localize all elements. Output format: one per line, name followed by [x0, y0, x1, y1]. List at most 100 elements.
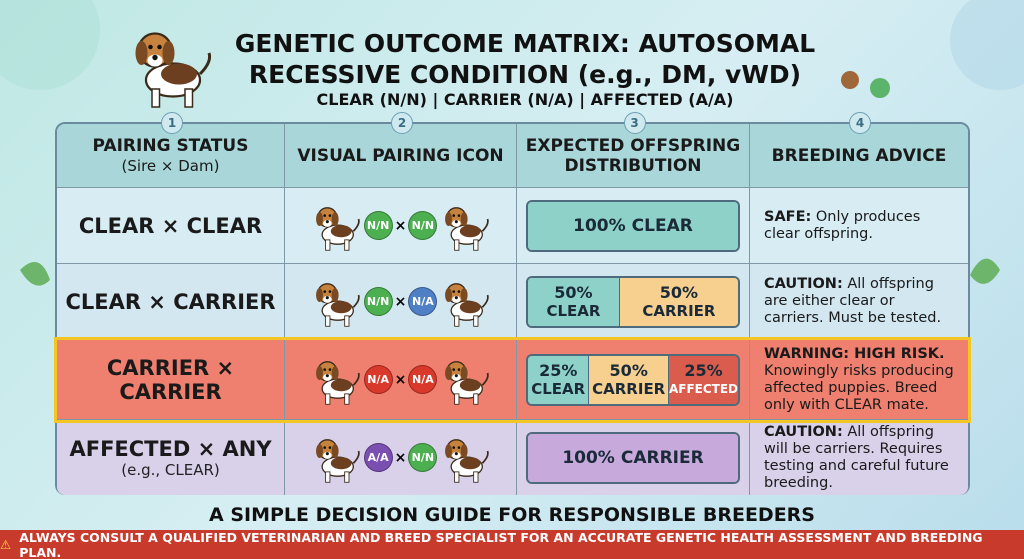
- header-cell: 3 EXPECTED OFFSPRING DISTRIBUTION: [517, 112, 750, 187]
- dog-icon: [314, 206, 360, 251]
- cross: ×: [394, 217, 407, 234]
- column-title: PAIRING STATUS: [92, 135, 249, 156]
- header-row: 1 PAIRING STATUS (Sire × Dam) 2 VISUAL PAIRI…: [57, 112, 968, 188]
- genotype-badge: A/A: [363, 443, 393, 472]
- header-cell: 2 VISUAL PAIRING ICON: [285, 112, 517, 187]
- column-number: 1: [161, 112, 183, 134]
- genotype-badge: N/A: [408, 287, 438, 316]
- segment-label: CLEAR: [546, 301, 601, 320]
- table-row: AFFECTED × ANY (e.g., CLEAR) A/A × N/N 100% CA…: [57, 420, 968, 495]
- advice-lead: CAUTION:: [764, 276, 843, 292]
- distribution-segment: 50% CARRIER: [589, 355, 669, 404]
- warning-icon: ⚠: [0, 537, 12, 552]
- genotype-badge: N/N: [408, 211, 438, 240]
- subtitle: CLEAR (N/N) | CARRIER (N/A) | AFFECTED (…: [316, 90, 734, 109]
- distribution-segment: 25% AFFECTED: [668, 355, 738, 404]
- pair-icon: N/N × N/N: [310, 200, 492, 252]
- table-row: CARRIER × CARRIER N/A × N/A 25% CLEAR 50% CARRI…: [54, 337, 971, 423]
- status-cell: CLEAR × CARRIER: [57, 264, 285, 339]
- header-cell: 1 PAIRING STATUS (Sire × Dam): [57, 112, 285, 187]
- matrix-table: 1 PAIRING STATUS (Sire × Dam) 2 VISUAL PAIRI…: [54, 112, 971, 495]
- cross: ×: [394, 371, 407, 388]
- segment-label: CARRIER: [620, 447, 704, 468]
- advice-text: CAUTION: All offspring will be carriers.…: [764, 424, 958, 492]
- pairing-status: CLEAR × CLEAR: [78, 213, 263, 238]
- advice-cell: SAFE: Only produces clear offspring.: [750, 188, 968, 263]
- pairing-status: AFFECTED × ANY: [69, 436, 272, 461]
- column-subtitle: (Sire × Dam): [121, 156, 220, 175]
- distribution-cell: 100% CARRIER: [517, 420, 750, 495]
- advice-lead: CAUTION:: [764, 423, 843, 440]
- segment-percent: 50%: [609, 360, 648, 380]
- advice-text: WARNING: HIGH RISK. Knowingly risks produ…: [764, 346, 958, 414]
- genotype-badge: N/N: [363, 211, 393, 240]
- dog-icon: [444, 360, 490, 405]
- dog-icon: [314, 438, 360, 483]
- segment-percent: 50%: [554, 282, 593, 302]
- icon-cell: N/N × N/A: [285, 264, 517, 339]
- column-number: 3: [623, 112, 646, 134]
- genotype-badge: N/A: [408, 365, 438, 394]
- advice-text: CAUTION: All offspring are either clear …: [764, 276, 958, 327]
- distribution-bar: 25% CLEAR 50% CARRIER 25% AFFECTED: [526, 353, 740, 406]
- dog-icon: [314, 360, 360, 405]
- segment-percent: 100%: [573, 215, 626, 236]
- status-cell: CLEAR × CLEAR: [57, 188, 285, 263]
- warning-text: ALWAYS CONSULT A QUALIFIED VETERINARIAN …: [19, 529, 983, 559]
- header-cell: 4 BREEDING ADVICE: [750, 112, 968, 187]
- icon-cell: N/A × N/A: [285, 340, 517, 419]
- status-cell: CARRIER × CARRIER: [57, 340, 285, 419]
- pair-icon: N/A × N/A: [310, 354, 492, 406]
- segment-percent: 50%: [659, 282, 699, 302]
- advice-body: Only produces clear offspring.: [764, 208, 921, 242]
- advice-cell: WARNING: HIGH RISK. Knowingly risks produ…: [750, 340, 968, 419]
- dog-icon: [444, 206, 490, 251]
- distribution-cell: 50% CLEAR 50% CARRIER: [517, 264, 750, 339]
- pair-icon: A/A × N/N: [310, 432, 492, 484]
- pair-icon: N/N × N/A: [310, 276, 492, 328]
- advice-body: Knowingly risks producing affected puppi…: [764, 362, 954, 413]
- advice-body: All offspring will be carriers. Requires…: [764, 423, 949, 491]
- column-title: BREEDING ADVICE: [771, 145, 947, 166]
- guide-text: A SIMPLE DECISION GUIDE FOR RESPONSIBLE …: [209, 504, 815, 526]
- advice-body: All offspring are either clear or carrie…: [764, 276, 942, 326]
- segment-percent: 25%: [684, 360, 723, 380]
- segment-label: CLEAR: [631, 215, 693, 236]
- distribution-segment: 50% CLEAR: [528, 277, 620, 326]
- genotype-badge: N/A: [363, 365, 393, 394]
- advice-cell: CAUTION: All offspring are either clear …: [750, 264, 968, 339]
- segment-label: CARRIER: [642, 301, 716, 320]
- distribution-segment: 50% CARRIER: [619, 277, 738, 326]
- genotype-badge: N/N: [408, 443, 438, 472]
- advice-lead: SAFE:: [764, 208, 812, 225]
- cross: ×: [394, 293, 407, 310]
- icon-cell: N/N × N/N: [285, 188, 517, 263]
- genotype-badge: N/N: [363, 287, 393, 316]
- dog-icon: [444, 282, 490, 327]
- dog-icon: [444, 438, 490, 483]
- distribution-bar: 100% CARRIER: [526, 431, 740, 484]
- dog-icon: [314, 282, 360, 327]
- segment-label: AFFECTED: [668, 381, 738, 396]
- status-note: (e.g., CLEAR): [121, 460, 220, 479]
- distribution-bar: 100% CLEAR: [526, 199, 740, 252]
- distribution-bar: 50% CLEAR 50% CARRIER: [526, 275, 740, 328]
- advice-cell: CAUTION: All offspring will be carriers.…: [750, 420, 968, 495]
- icon-cell: A/A × N/N: [285, 420, 517, 495]
- advice-text: SAFE: Only produces clear offspring.: [764, 209, 958, 243]
- advice-lead: WARNING: HIGH RISK.: [764, 345, 945, 362]
- table-row: CLEAR × CARRIER N/N × N/A 50% CLEAR 50% CARRIER…: [57, 264, 968, 340]
- table-row: CLEAR × CLEAR N/N × N/N 100% CLEAR SAFE: Only …: [57, 188, 968, 264]
- segment-label: CLEAR: [531, 379, 586, 398]
- status-cell: AFFECTED × ANY (e.g., CLEAR): [57, 420, 285, 495]
- segment-label: CARRIER: [592, 379, 666, 398]
- column-title: EXPECTED OFFSPRING DISTRIBUTION: [525, 135, 741, 176]
- column-number: 2: [391, 112, 413, 134]
- cross: ×: [394, 449, 407, 466]
- distribution-cell: 100% CLEAR: [517, 188, 750, 263]
- distribution-cell: 25% CLEAR 50% CARRIER 25% AFFECTED: [517, 340, 750, 419]
- distribution-segment: 100% CARRIER: [528, 433, 738, 482]
- segment-percent: 25%: [539, 360, 578, 380]
- column-number: 4: [849, 112, 871, 134]
